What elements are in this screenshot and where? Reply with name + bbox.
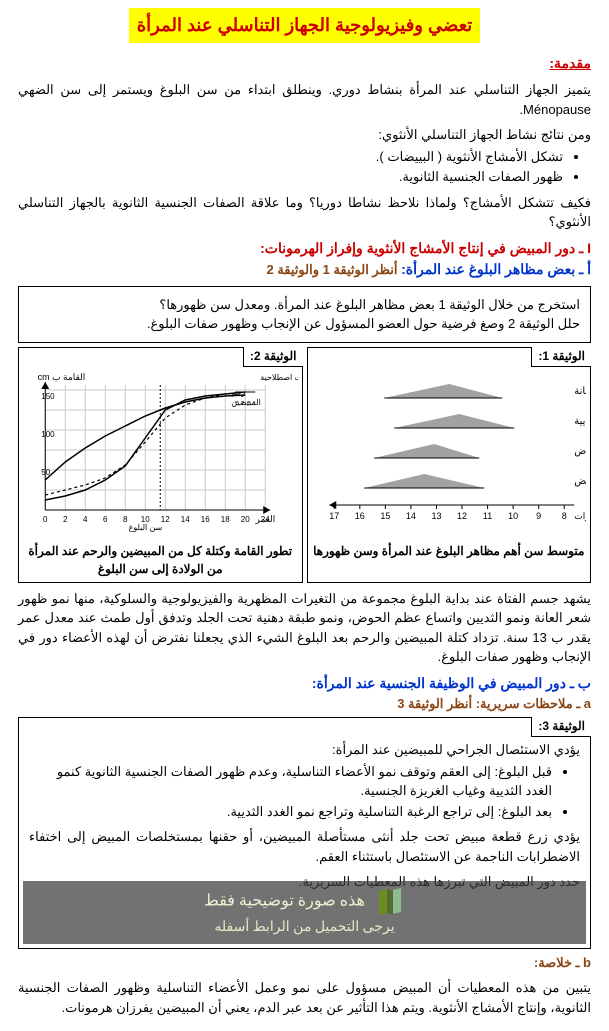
svg-text:14: 14 [405, 511, 415, 521]
section-1-heading: I ـ دور المبيض في إنتاج الأمشاج الأنثوية… [18, 238, 591, 259]
sub-b-a-link: أنظر الوثيقة 3 [397, 696, 472, 711]
sub-b-b-heading: b ـ خلاصة: [534, 955, 591, 970]
sub-b-heading: ب ـ دور المبيض في الوظيفة الجنسية عند ال… [18, 673, 591, 694]
svg-text:16: 16 [354, 511, 364, 521]
doc3-box: الوثيقة 3: يؤدي الاستئصال الجراحي للمبيض… [18, 717, 591, 949]
intro-p2: ومن نتائج نشاط الجهاز التناسلي الأنثوي: [18, 125, 591, 145]
svg-text:15: 15 [380, 511, 390, 521]
svg-text:بالسنوات: بالسنوات [574, 511, 586, 522]
sub-a-link: أنظر الوثيقة 1 والوثيقة 2 [266, 262, 397, 277]
svg-text:18: 18 [221, 515, 230, 524]
svg-text:8: 8 [123, 515, 128, 524]
watermark-overlay: هذه صورة توضيحية فقط يرجى التحميل من الر… [23, 881, 586, 944]
page-title: تعضي وفيزيولوجية الجهاز التناسلي عند الم… [129, 8, 481, 43]
svg-text:11: 11 [482, 511, 491, 521]
book-icon [375, 887, 405, 917]
intro-heading: مقدمة: [18, 53, 591, 74]
svg-text:نمو الحوض: نمو الحوض [574, 446, 586, 457]
list-item: بعد البلوغ: إلى تراجع الرغبة التناسلية و… [29, 802, 552, 822]
subsection-a: أ ـ بعض مظاهر البلوغ عند المرأة: أنظر ال… [18, 259, 591, 280]
watermark-sub: يرجى التحميل من الرابط أسفله [214, 920, 394, 935]
doc3-tag: الوثيقة 3: [531, 717, 591, 737]
watermark-main: هذه صورة توضيحية فقط [204, 892, 365, 909]
svg-text:6: 6 [103, 515, 108, 524]
svg-text:أول حيض: أول حيض [574, 474, 586, 487]
doc1-tag: الوثيقة 1: [531, 347, 591, 367]
intro-question: فكيف تتشكل الأمشاج؟ ولماذا نلاحظ نشاطا د… [18, 193, 591, 232]
svg-text:سن البلوغ: سن البلوغ [129, 523, 163, 532]
intro-p1: يتميز الجهاز التناسلي عند المرأة بنشاط د… [18, 80, 591, 119]
doc2-tag: الوثيقة 2: [243, 347, 303, 367]
svg-text:المبيضين: المبيضين [231, 398, 261, 407]
sub-b-a-heading: a ـ ملاحظات سريرية: [476, 696, 591, 711]
prompt-line: استخرج من خلال الوثيقة 1 بعض مظاهر البلو… [29, 295, 580, 315]
list-item: ظهور الصفات الجنسية الثانوية. [18, 167, 563, 187]
doc2-box: الوثيقة 2: 0246810121416182024العمر50100… [18, 347, 303, 583]
doc2-chart: 0246810121416182024العمر50100150القامة ب… [23, 370, 298, 540]
doc2-caption: تطور القامة وكتلة كل من المبيضين والرحم … [23, 542, 298, 578]
svg-text:بداية ظهور شعر العانة: بداية ظهور شعر العانة [574, 386, 586, 397]
doc3-lead: يؤدي الاستئصال الجراحي للمبيضين عند المر… [29, 740, 580, 760]
doc1-chart: 8 9 10 11 12 13 14 15 16 17 بالسنوات بداية ظهور شعر… [312, 370, 587, 540]
sub-a-heading: أ ـ بعض مظاهر البلوغ عند المرأة: [401, 261, 591, 277]
svg-text:العمر: العمر [254, 514, 275, 525]
svg-text:الكتلة بوحدات اصطلاحية: الكتلة بوحدات اصطلاحية [260, 373, 297, 382]
sub-b-b: b ـ خلاصة: [18, 953, 591, 973]
intro-bullets: تشكل الأمشاج الأنثوية ( البييضات ). ظهور… [18, 147, 591, 187]
doc3-bullets: قبل البلوغ: إلى العقم وتوقف نمو الأعضاء … [29, 762, 580, 822]
svg-text:8: 8 [561, 511, 566, 521]
svg-text:10: 10 [508, 511, 518, 521]
svg-text:20: 20 [241, 515, 250, 524]
svg-text:12: 12 [457, 511, 467, 521]
doc3-p2: يؤدي زرع قطعة مبيض تحت جلد أنثى مستأصلة … [29, 827, 580, 866]
list-item: تشكل الأمشاج الأنثوية ( البييضات ). [18, 147, 563, 167]
svg-text:13: 13 [431, 511, 441, 521]
prompt-line: حلل الوثيقة 2 وصغ فرضية حول العضو المسؤو… [29, 314, 580, 334]
svg-text:القامة ب cm: القامة ب cm [38, 372, 86, 382]
svg-text:9: 9 [536, 511, 541, 521]
svg-text:17: 17 [329, 511, 339, 521]
doc1-box: الوثيقة 1: 8 9 10 11 12 13 14 15 16 17 بالسنوات بدا… [307, 347, 592, 583]
body-paragraph: يشهد جسم الفتاة عند بداية البلوغ مجموعة … [18, 589, 591, 667]
svg-text:16: 16 [201, 515, 210, 524]
sub-b-a: a ـ ملاحظات سريرية: أنظر الوثيقة 3 [18, 694, 591, 714]
list-item: قبل البلوغ: إلى العقم وتوقف نمو الأعضاء … [29, 762, 552, 801]
svg-text:بداية ظهور البراعم الثديية: بداية ظهور البراعم الثديية [574, 416, 586, 427]
svg-text:2: 2 [63, 515, 68, 524]
doc1-caption: متوسط سن أهم مظاهر البلوغ عند المرأة وسن… [312, 542, 587, 560]
svg-text:0: 0 [43, 515, 48, 524]
prompt-box: استخرج من خلال الوثيقة 1 بعض مظاهر البلو… [18, 286, 591, 343]
svg-text:150: 150 [41, 392, 55, 401]
documents-row: الوثيقة 1: 8 9 10 11 12 13 14 15 16 17 بالسنوات بدا… [18, 347, 591, 583]
svg-text:14: 14 [181, 515, 190, 524]
svg-text:100: 100 [41, 430, 55, 439]
svg-text:4: 4 [83, 515, 88, 524]
conclusion: يتبين من هذه المعطيات أن المبيض مسؤول عل… [18, 978, 591, 1017]
